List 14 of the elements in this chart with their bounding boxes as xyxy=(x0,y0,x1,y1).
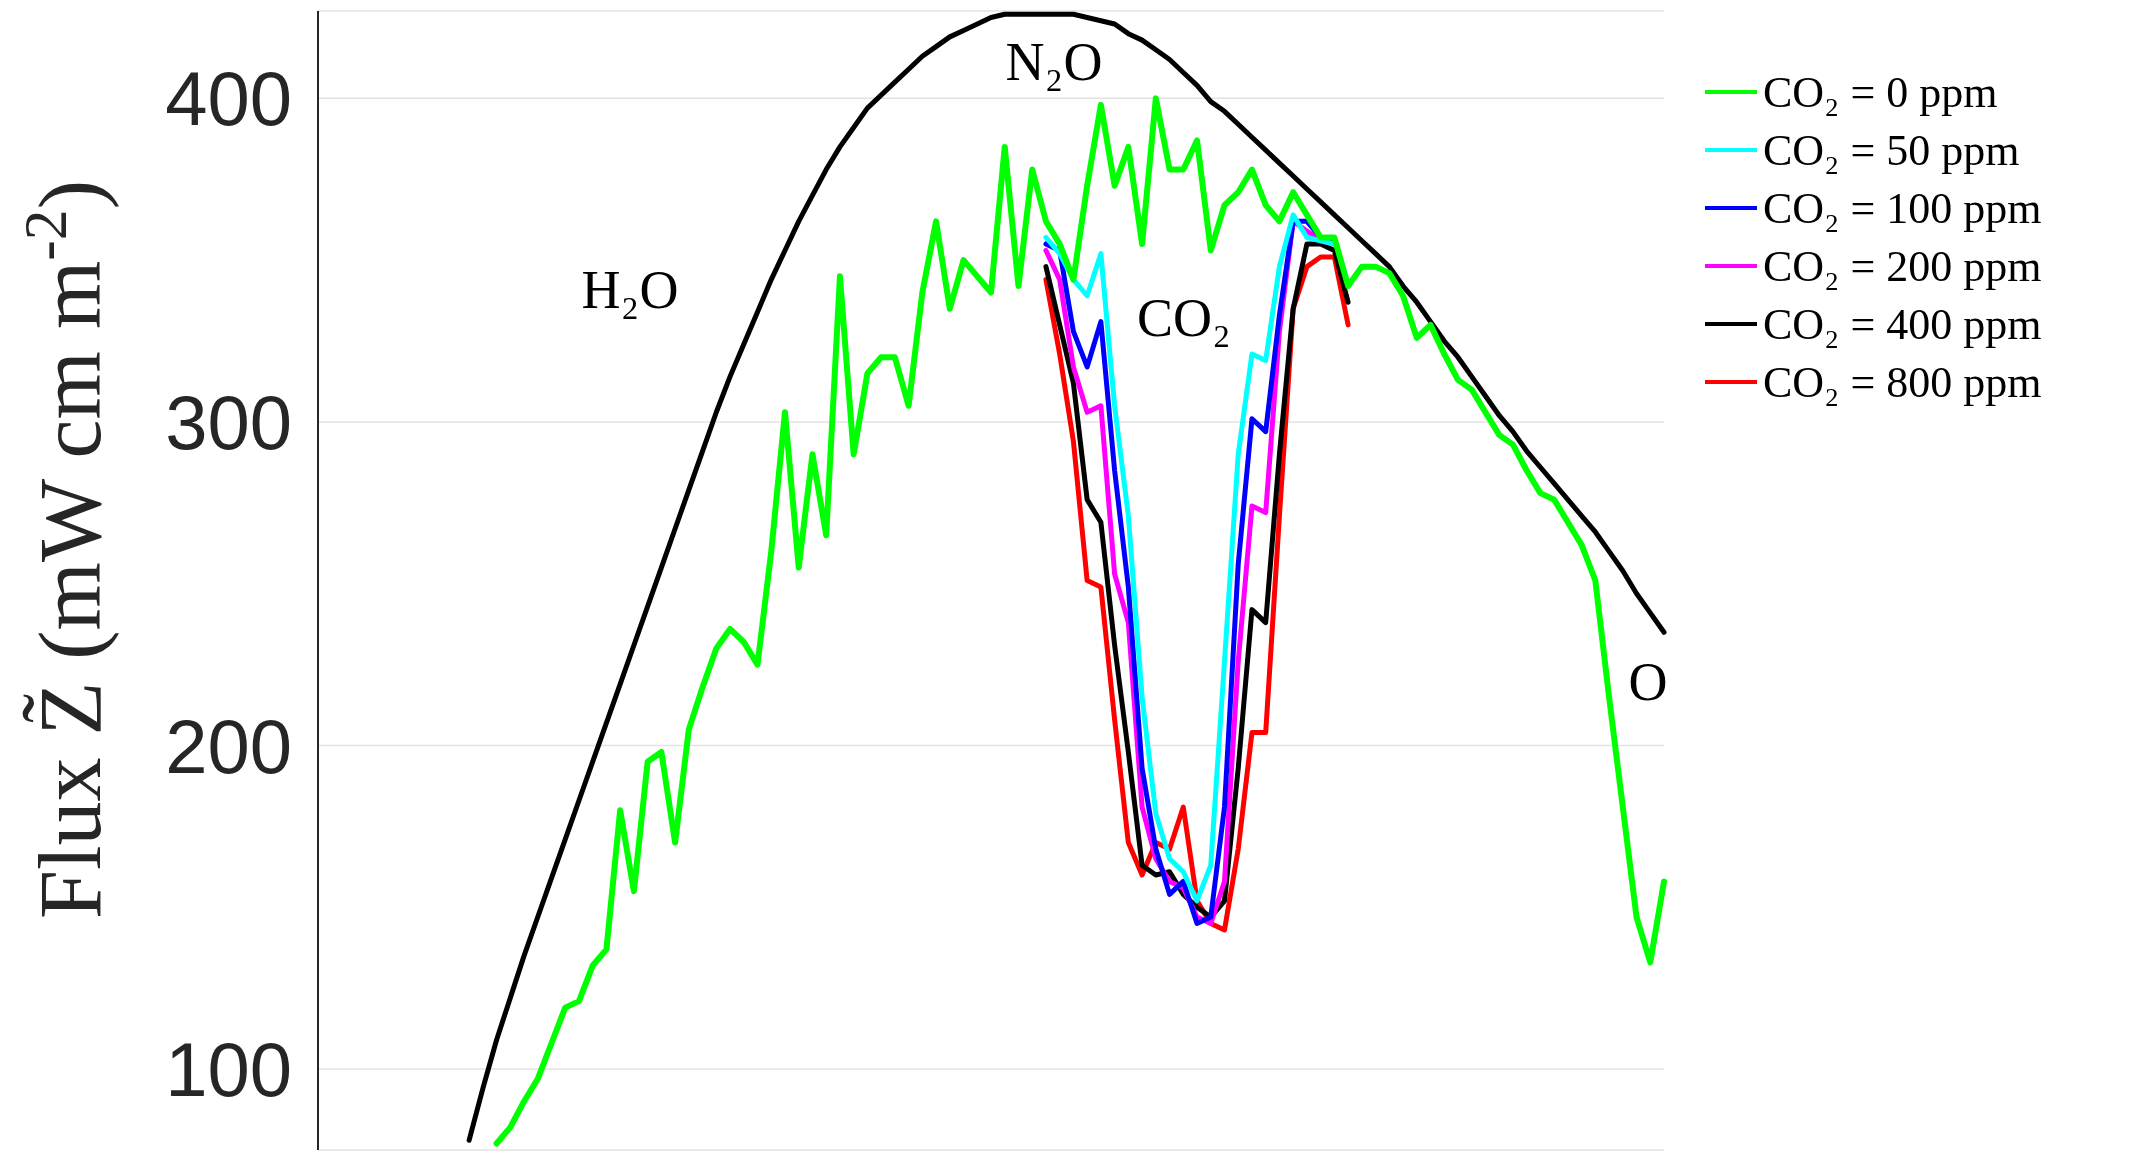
y-tick-label: 400 xyxy=(165,56,292,142)
annotation: O xyxy=(1628,652,1668,712)
y-tick-label: 200 xyxy=(165,703,292,789)
legend-label: CO₂ = 800 ppm xyxy=(1763,356,2042,408)
legend-label: CO₂ = 0 ppm xyxy=(1763,66,1998,118)
annotation: H₂O xyxy=(581,260,679,320)
y-tick-label: 100 xyxy=(165,1027,292,1113)
legend-label: CO₂ = 100 ppm xyxy=(1763,182,2042,234)
legend-label: CO₂ = 50 ppm xyxy=(1763,124,2020,176)
annotation: N₂O xyxy=(1005,32,1103,92)
annotation: CO₂ xyxy=(1137,288,1231,348)
legend-label: CO₂ = 200 ppm xyxy=(1763,240,2042,292)
y-tick-label: 300 xyxy=(165,379,292,465)
legend-label: CO₂ = 400 ppm xyxy=(1763,298,2042,350)
